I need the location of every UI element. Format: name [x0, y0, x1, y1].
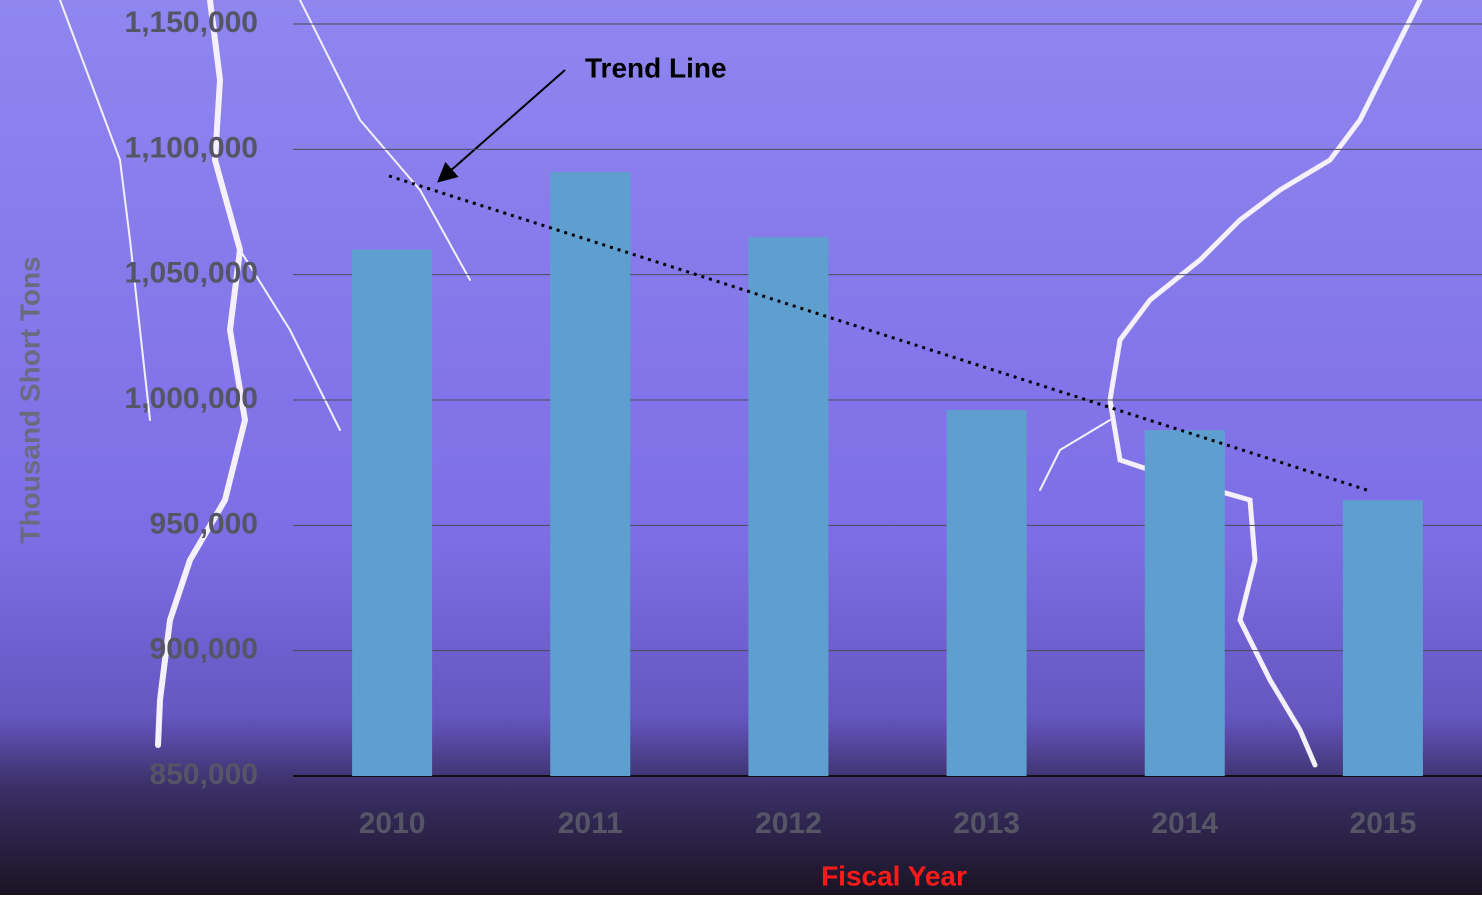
y-axis-label: Thousand Short Tons	[14, 256, 45, 543]
annotation-arrow	[436, 69, 566, 183]
y-tick-label: 1,000,000	[125, 382, 258, 415]
x-tick-label: 2011	[558, 807, 623, 840]
y-tick-label: 1,050,000	[125, 257, 258, 290]
bar	[946, 410, 1027, 776]
bar	[1342, 500, 1423, 776]
y-tick-label: 950,000	[150, 507, 258, 540]
x-tick-label: 2015	[1350, 807, 1417, 840]
y-tick-label: 850,000	[150, 758, 258, 791]
y-tick-label: 900,000	[150, 633, 258, 666]
x-tick-label: 2014	[1151, 807, 1218, 840]
bar	[550, 171, 631, 777]
x-axis-label: Fiscal Year	[821, 860, 967, 891]
bar	[352, 249, 433, 777]
bar	[748, 237, 829, 777]
annotation: Trend Line	[585, 52, 727, 83]
trend-line	[388, 174, 1369, 492]
x-tick-label: 2012	[755, 807, 822, 840]
bar	[1144, 430, 1225, 776]
y-tick-label: 1,100,000	[125, 131, 258, 164]
y-tick-label: 1,150,000	[125, 6, 258, 39]
x-tick-label: 2013	[953, 807, 1020, 840]
lightning	[59, 0, 1423, 768]
x-tick-label: 2010	[359, 807, 426, 840]
